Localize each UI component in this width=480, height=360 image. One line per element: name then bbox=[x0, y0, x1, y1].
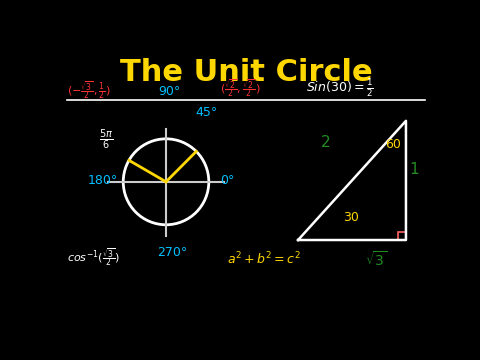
Text: $a^2+b^2=c^2$: $a^2+b^2=c^2$ bbox=[228, 251, 301, 268]
Text: $\frac{5\pi}{6}$: $\frac{5\pi}{6}$ bbox=[99, 128, 113, 152]
Text: 30: 30 bbox=[343, 211, 359, 224]
Text: 1: 1 bbox=[410, 162, 420, 177]
Text: $\sqrt{3}$: $\sqrt{3}$ bbox=[365, 250, 387, 269]
Text: The Unit Circle: The Unit Circle bbox=[120, 58, 372, 87]
Text: $(-\frac{\sqrt{3}}{2},\frac{1}{2})$: $(-\frac{\sqrt{3}}{2},\frac{1}{2})$ bbox=[67, 79, 111, 101]
Bar bbox=[398, 232, 406, 240]
Text: 270°: 270° bbox=[156, 246, 187, 259]
Text: 60: 60 bbox=[385, 138, 401, 151]
Text: 180°: 180° bbox=[88, 174, 118, 187]
Text: 45°: 45° bbox=[196, 106, 218, 119]
Text: 2: 2 bbox=[321, 135, 330, 150]
Text: 0°: 0° bbox=[220, 174, 234, 187]
Text: $cos^{-1}(\frac{\sqrt{3}}{2})$: $cos^{-1}(\frac{\sqrt{3}}{2})$ bbox=[67, 246, 121, 267]
Text: $Sin(30) = \frac{1}{2}$: $Sin(30) = \frac{1}{2}$ bbox=[305, 77, 373, 99]
Text: 90°: 90° bbox=[158, 85, 181, 98]
Text: $(\frac{\sqrt{2}}{2},\frac{\sqrt{2}}{2})$: $(\frac{\sqrt{2}}{2},\frac{\sqrt{2}}{2})… bbox=[220, 77, 261, 99]
